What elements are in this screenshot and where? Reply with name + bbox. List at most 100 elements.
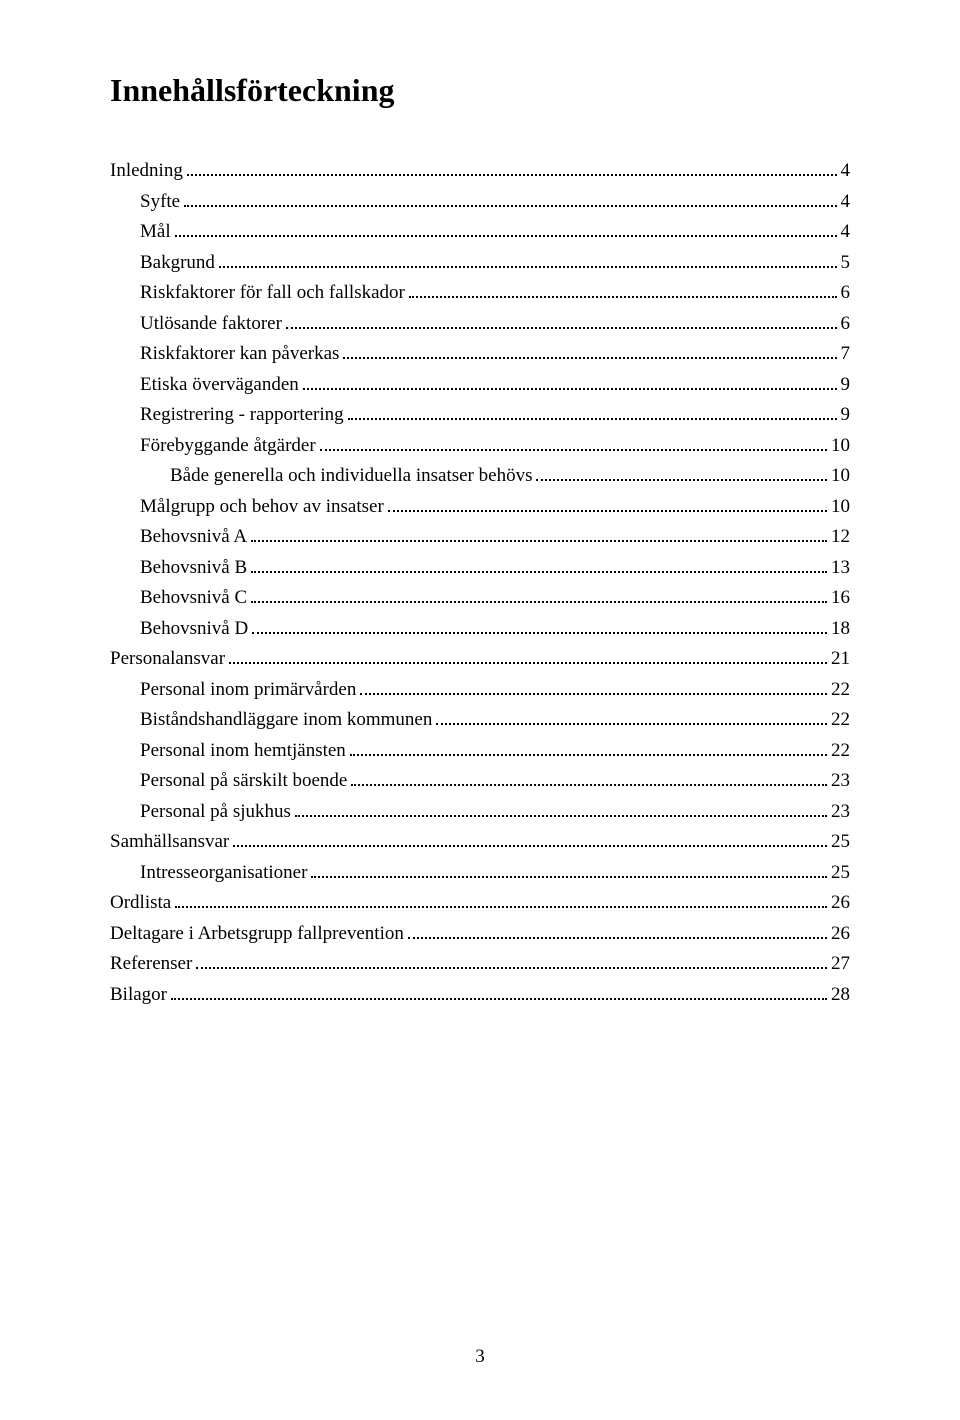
toc-entry-page: 22	[831, 706, 850, 735]
toc-leader-dots	[348, 418, 837, 420]
toc-leader-dots	[409, 296, 837, 298]
toc-entry-page: 9	[841, 401, 851, 430]
toc-entry: Förebyggande åtgärder10	[110, 432, 850, 461]
toc-entry-label: Syfte	[140, 188, 180, 217]
toc-entry-label: Personal på särskilt boende	[140, 767, 347, 796]
toc-entry-label: Behovsnivå A	[140, 523, 247, 552]
toc-entry: Syfte 4	[110, 188, 850, 217]
toc-entry-label: Registrering - rapportering	[140, 401, 344, 430]
toc-entry-page: 4	[841, 188, 851, 217]
page-title: Innehållsförteckning	[110, 72, 850, 109]
toc-entry: Behovsnivå D 18	[110, 615, 850, 644]
toc-entry-label: Samhällsansvar	[110, 828, 229, 857]
toc-entry-page: 10	[831, 432, 850, 461]
toc-entry-label: Mål	[140, 218, 171, 247]
toc-entry-label: Deltagare i Arbetsgrupp fallprevention	[110, 920, 404, 949]
toc-entry-label: Ordlista	[110, 889, 171, 918]
toc-entry-page: 4	[841, 157, 851, 186]
toc-entry-page: 9	[841, 371, 851, 400]
toc-entry-label: Personal på sjukhus	[140, 798, 291, 827]
toc-leader-dots	[252, 632, 827, 634]
toc-entry-page: 23	[831, 798, 850, 827]
toc-entry-page: 25	[831, 828, 850, 857]
toc-entry-label: Utlösande faktorer	[140, 310, 282, 339]
toc-entry-page: 28	[831, 981, 850, 1010]
toc-leader-dots	[171, 998, 827, 1000]
toc-leader-dots	[360, 693, 827, 695]
toc-entry-page: 27	[831, 950, 850, 979]
toc-entry: Personal inom primärvården22	[110, 676, 850, 705]
toc-entry-page: 5	[841, 249, 851, 278]
toc-entry-label: Behovsnivå C	[140, 584, 247, 613]
toc-leader-dots	[388, 510, 827, 512]
toc-entry: Riskfaktorer för fall och fallskador 6	[110, 279, 850, 308]
toc-entry-page: 25	[831, 859, 850, 888]
toc-leader-dots	[408, 937, 827, 939]
toc-entry-page: 13	[831, 554, 850, 583]
toc-entry: Bakgrund 5	[110, 249, 850, 278]
toc-entry-label: Bakgrund	[140, 249, 215, 278]
toc-leader-dots	[536, 479, 827, 481]
toc-entry: Behovsnivå B 13	[110, 554, 850, 583]
toc-entry: Deltagare i Arbetsgrupp fallprevention 26	[110, 920, 850, 949]
toc-leader-dots	[350, 754, 827, 756]
toc-entry-label: Bilagor	[110, 981, 167, 1010]
toc-entry: Behovsnivå C 16	[110, 584, 850, 613]
toc-leader-dots	[343, 357, 836, 359]
toc-entry-page: 23	[831, 767, 850, 796]
toc-entry: Referenser 27	[110, 950, 850, 979]
toc-entry: Målgrupp och behov av insatser 10	[110, 493, 850, 522]
toc-entry-page: 16	[831, 584, 850, 613]
toc-entry-label: Behovsnivå D	[140, 615, 248, 644]
toc-entry: Bilagor 28	[110, 981, 850, 1010]
toc-leader-dots	[229, 662, 827, 664]
toc-entry-page: 21	[831, 645, 850, 674]
toc-entry-label: Målgrupp och behov av insatser	[140, 493, 384, 522]
toc-entry-page: 22	[831, 737, 850, 766]
toc-entry: Personalansvar 21	[110, 645, 850, 674]
toc-entry-label: Personalansvar	[110, 645, 225, 674]
toc-leader-dots	[196, 967, 827, 969]
toc-entry: Personal på sjukhus 23	[110, 798, 850, 827]
toc-entry-page: 6	[841, 279, 851, 308]
toc-leader-dots	[184, 205, 836, 207]
toc-leader-dots	[251, 540, 827, 542]
toc-leader-dots	[219, 266, 837, 268]
toc-entry-page: 10	[831, 493, 850, 522]
toc-entry-label: Behovsnivå B	[140, 554, 247, 583]
toc-entry-label: Intresseorganisationer	[140, 859, 307, 888]
toc-entry-label: Biståndshandläggare inom kommunen	[140, 706, 432, 735]
toc-leader-dots	[233, 845, 827, 847]
toc-leader-dots	[175, 906, 827, 908]
toc-entry-page: 7	[841, 340, 851, 369]
toc-entry-page: 12	[831, 523, 850, 552]
toc-entry-page: 10	[831, 462, 850, 491]
toc-entry: Ordlista26	[110, 889, 850, 918]
toc-entry: Både generella och individuella insatser…	[110, 462, 850, 491]
toc-entry: Etiska överväganden 9	[110, 371, 850, 400]
toc-entry-page: 4	[841, 218, 851, 247]
table-of-contents: Inledning4Syfte4Mål4Bakgrund5Riskfaktore…	[110, 157, 850, 1009]
toc-entry-label: Etiska överväganden	[140, 371, 299, 400]
toc-entry-page: 18	[831, 615, 850, 644]
toc-entry: Intresseorganisationer 25	[110, 859, 850, 888]
toc-entry: Samhällsansvar 25	[110, 828, 850, 857]
toc-entry-label: Personal inom primärvården	[140, 676, 356, 705]
toc-entry: Inledning4	[110, 157, 850, 186]
toc-entry-label: Både generella och individuella insatser…	[170, 462, 532, 491]
toc-entry-label: Riskfaktorer kan påverkas	[140, 340, 339, 369]
toc-entry: Registrering - rapportering 9	[110, 401, 850, 430]
toc-entry: Biståndshandläggare inom kommunen 22	[110, 706, 850, 735]
toc-entry-label: Referenser	[110, 950, 192, 979]
toc-entry-label: Personal inom hemtjänsten	[140, 737, 346, 766]
toc-leader-dots	[251, 601, 827, 603]
toc-entry-page: 26	[831, 920, 850, 949]
toc-entry: Behovsnivå A 12	[110, 523, 850, 552]
toc-leader-dots	[251, 571, 827, 573]
toc-entry-label: Riskfaktorer för fall och fallskador	[140, 279, 405, 308]
toc-leader-dots	[351, 784, 827, 786]
toc-leader-dots	[286, 327, 837, 329]
toc-leader-dots	[187, 174, 837, 176]
toc-leader-dots	[320, 449, 827, 451]
page-number: 3	[0, 1346, 960, 1368]
